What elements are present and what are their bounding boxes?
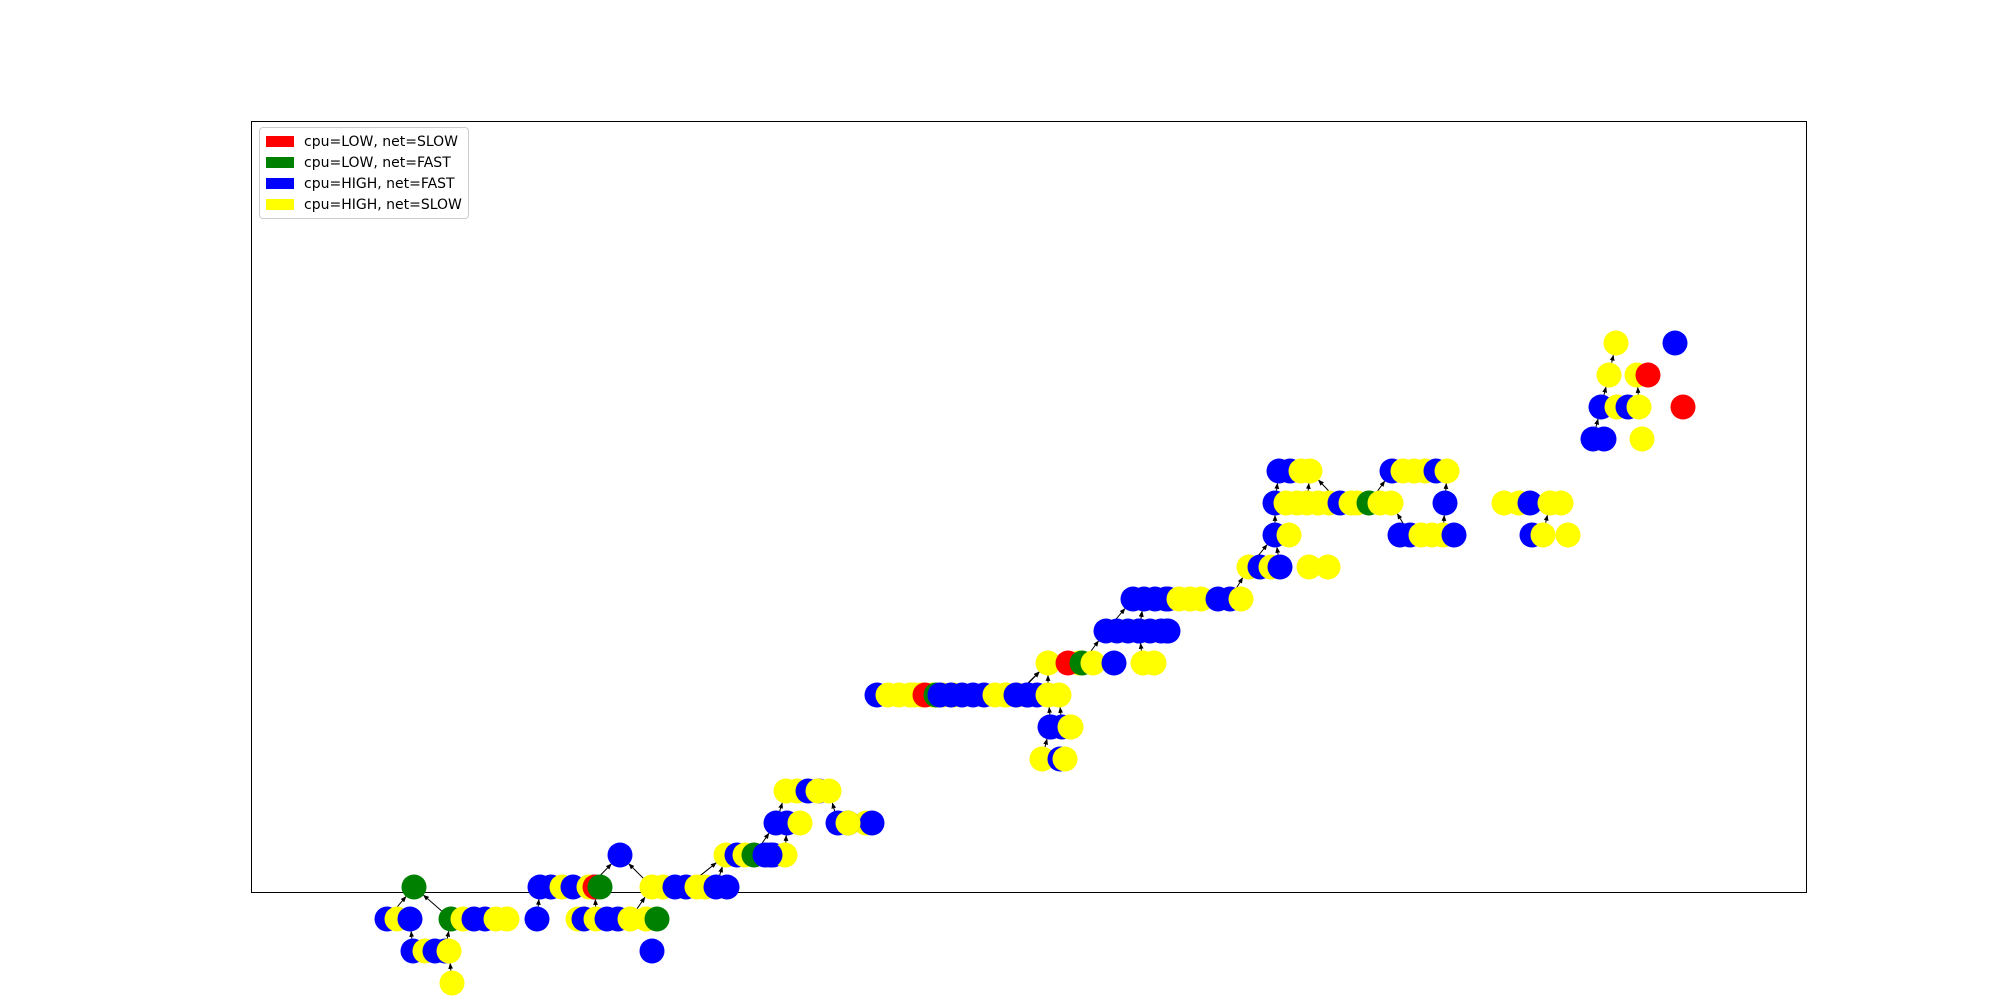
graph-node	[1591, 426, 1617, 452]
legend-entry-high-slow: cpu=HIGH, net=SLOW	[266, 194, 462, 215]
graph-node	[494, 906, 520, 932]
graph-edge	[1305, 482, 1311, 491]
graph-node	[1432, 490, 1458, 516]
graph-edge	[423, 894, 442, 912]
graph-node	[1296, 554, 1322, 580]
graph-node	[1288, 458, 1314, 484]
legend-label: cpu=LOW, net=FAST	[304, 154, 451, 171]
graph-edge	[778, 802, 783, 812]
graph-node	[1434, 458, 1460, 484]
graph-edge	[1138, 642, 1144, 651]
graph-node	[587, 874, 613, 900]
graph-node	[757, 842, 783, 868]
graph-edge	[1138, 610, 1144, 619]
graph-node	[714, 874, 740, 900]
graph-node	[644, 906, 670, 932]
graph-node	[835, 810, 861, 836]
graph-node	[1629, 426, 1655, 452]
graph-node	[1101, 650, 1127, 676]
graph-edge	[1543, 514, 1549, 523]
graph-node	[1378, 490, 1404, 516]
graph-edge	[636, 896, 646, 909]
graph-node	[401, 874, 427, 900]
legend-entry-high-fast: cpu=HIGH, net=FAST	[266, 173, 462, 194]
graph-node	[1267, 554, 1293, 580]
graph-node	[1517, 490, 1543, 516]
graph-node	[1080, 650, 1106, 676]
graph-node	[787, 810, 813, 836]
legend-entry-low-slow: cpu=LOW, net=SLOW	[266, 131, 462, 152]
graph-edge	[831, 802, 837, 812]
legend-label: cpu=LOW, net=SLOW	[304, 133, 459, 150]
graph-node	[1626, 394, 1652, 420]
graph-node	[1029, 746, 1055, 772]
graph-node	[1276, 522, 1302, 548]
graph-node	[439, 970, 465, 996]
graph-edge	[445, 930, 451, 939]
graph-node	[1046, 682, 1072, 708]
legend-entry-low-fast: cpu=LOW, net=FAST	[266, 152, 462, 173]
graph-node	[1530, 522, 1556, 548]
graph-node	[1555, 522, 1581, 548]
graph-edge	[1235, 577, 1244, 589]
graph-edge	[1274, 482, 1280, 491]
graph-node	[1596, 362, 1622, 388]
graph-node	[1052, 746, 1078, 772]
graph-edge	[1043, 738, 1048, 747]
graph-edge	[409, 930, 415, 939]
legend-label: cpu=HIGH, net=FAST	[304, 175, 455, 192]
legend-swatch-blue	[266, 178, 294, 189]
graph-node	[1603, 330, 1629, 356]
graph-node	[607, 842, 633, 868]
graph-edge	[718, 866, 723, 876]
graph-edge	[1275, 546, 1281, 555]
graph-node	[1315, 554, 1341, 580]
graph-node	[1141, 650, 1167, 676]
graph-edge	[448, 962, 454, 971]
graph-node	[1057, 714, 1083, 740]
graph-node	[639, 938, 665, 964]
graph-edge	[1047, 706, 1053, 715]
graph-edge	[1396, 513, 1405, 525]
graph-node	[1548, 490, 1574, 516]
graph-node	[1035, 650, 1061, 676]
plot-frame	[251, 121, 1807, 893]
graph-node	[1662, 330, 1688, 356]
nodes-layer	[374, 330, 1696, 996]
graph-edge	[535, 898, 541, 907]
graph-node	[436, 938, 462, 964]
legend: cpu=LOW, net=SLOW cpu=LOW, net=FAST cpu=…	[259, 127, 469, 219]
graph-node	[1670, 394, 1696, 420]
graph-node	[1148, 618, 1174, 644]
legend-swatch-green	[266, 157, 294, 168]
legend-swatch-red	[266, 136, 294, 147]
graph-node	[1228, 586, 1254, 612]
graph-edge	[1609, 354, 1615, 363]
graph-edge	[1602, 386, 1607, 395]
graph-edge	[1594, 418, 1599, 427]
graph-node	[524, 906, 550, 932]
graph-edge	[1058, 706, 1064, 715]
legend-swatch-yellow	[266, 199, 294, 210]
graph-node	[1441, 522, 1467, 548]
legend-label: cpu=HIGH, net=SLOW	[304, 196, 462, 213]
graph-node	[859, 810, 885, 836]
graph-edge	[628, 863, 644, 879]
graph-node	[1635, 362, 1661, 388]
graph-node	[397, 906, 423, 932]
graph-node	[816, 778, 842, 804]
